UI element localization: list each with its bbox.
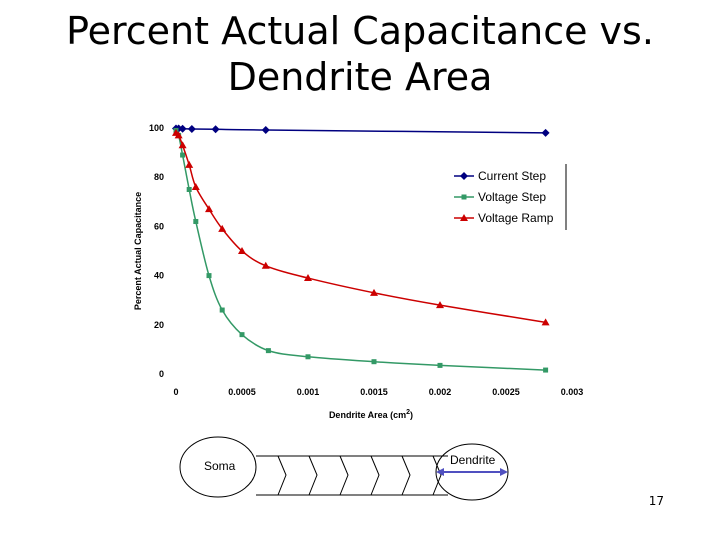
y-tick-label: 40 <box>154 271 164 281</box>
dendrite-segments <box>277 455 442 496</box>
y-tick-label: 60 <box>154 221 164 231</box>
data-point <box>265 348 271 354</box>
legend-label: Current Step <box>478 169 546 183</box>
slide-title: Percent Actual Capacitance vs. Dendrite … <box>0 8 720 100</box>
data-point <box>261 261 270 269</box>
title-line-1: Percent Actual Capacitance vs. <box>66 9 654 53</box>
data-point <box>174 131 183 139</box>
x-axis-label: Dendrite Area (cm2) <box>329 409 413 420</box>
dendrite-arrow-left-head <box>436 468 444 476</box>
x-tick-label: 0.002 <box>429 387 452 397</box>
data-point <box>178 141 187 149</box>
data-point <box>211 125 220 134</box>
neuron-diagram: Soma Dendrite <box>179 436 509 501</box>
legend-label: Voltage Ramp <box>478 211 554 225</box>
soma-label: Soma <box>204 459 236 473</box>
data-point <box>218 224 227 232</box>
legend-marker <box>461 194 467 200</box>
legend-marker <box>460 214 468 221</box>
legend: Current Step Voltage Step Voltage Ramp <box>448 164 567 230</box>
page-number: 17 <box>648 494 664 508</box>
data-point <box>239 332 245 338</box>
data-point <box>206 273 212 279</box>
data-point <box>304 274 312 282</box>
y-tick-label: 100 <box>149 123 164 133</box>
y-tick-label: 20 <box>154 320 164 330</box>
title-line-2: Dendrite Area <box>227 55 493 99</box>
dendrite-arrow-right-head <box>500 468 508 476</box>
data-point <box>541 128 550 137</box>
x-tick-label: 0.0025 <box>492 387 520 397</box>
data-point <box>238 247 246 254</box>
legend-marker <box>460 172 468 180</box>
data-point <box>541 318 550 326</box>
y-tick-label: 80 <box>154 172 164 182</box>
soma-circle <box>179 436 257 498</box>
data-point <box>305 354 311 360</box>
data-point <box>191 183 200 191</box>
data-point <box>543 367 549 373</box>
segment-boundary <box>308 455 318 496</box>
data-point <box>261 125 270 134</box>
y-axis-label: Percent Actual Capacitance <box>133 192 143 310</box>
data-point <box>371 359 377 365</box>
segment-boundary <box>370 455 380 496</box>
segment-boundary <box>277 455 287 496</box>
x-tick-label: 0.0005 <box>228 387 256 397</box>
x-tick-label: 0.0015 <box>360 387 388 397</box>
series-line-current-step <box>175 127 546 134</box>
data-point <box>437 362 443 368</box>
data-point <box>180 152 186 158</box>
segment-boundary <box>339 455 349 496</box>
data-point <box>370 288 378 296</box>
data-point <box>185 160 194 168</box>
legend-label: Voltage Step <box>478 190 546 204</box>
y-tick-label: 0 <box>159 369 164 379</box>
data-point <box>186 187 192 192</box>
data-point <box>219 307 225 313</box>
dendrite-label: Dendrite <box>450 453 496 467</box>
x-tick-label: 0.003 <box>561 387 584 397</box>
x-tick-label: 0.001 <box>297 387 320 397</box>
data-point <box>205 205 213 213</box>
data-point <box>178 124 187 133</box>
data-point <box>436 301 444 309</box>
data-point <box>187 124 196 133</box>
x-tick-label: 0 <box>173 387 178 397</box>
plot-area: 0 20 40 60 80 100 0 0.0005 0.001 0.0015 0.002 0.002… <box>133 123 583 420</box>
data-point <box>193 218 199 224</box>
segment-boundary <box>401 455 411 496</box>
segment-boundary <box>432 455 442 496</box>
